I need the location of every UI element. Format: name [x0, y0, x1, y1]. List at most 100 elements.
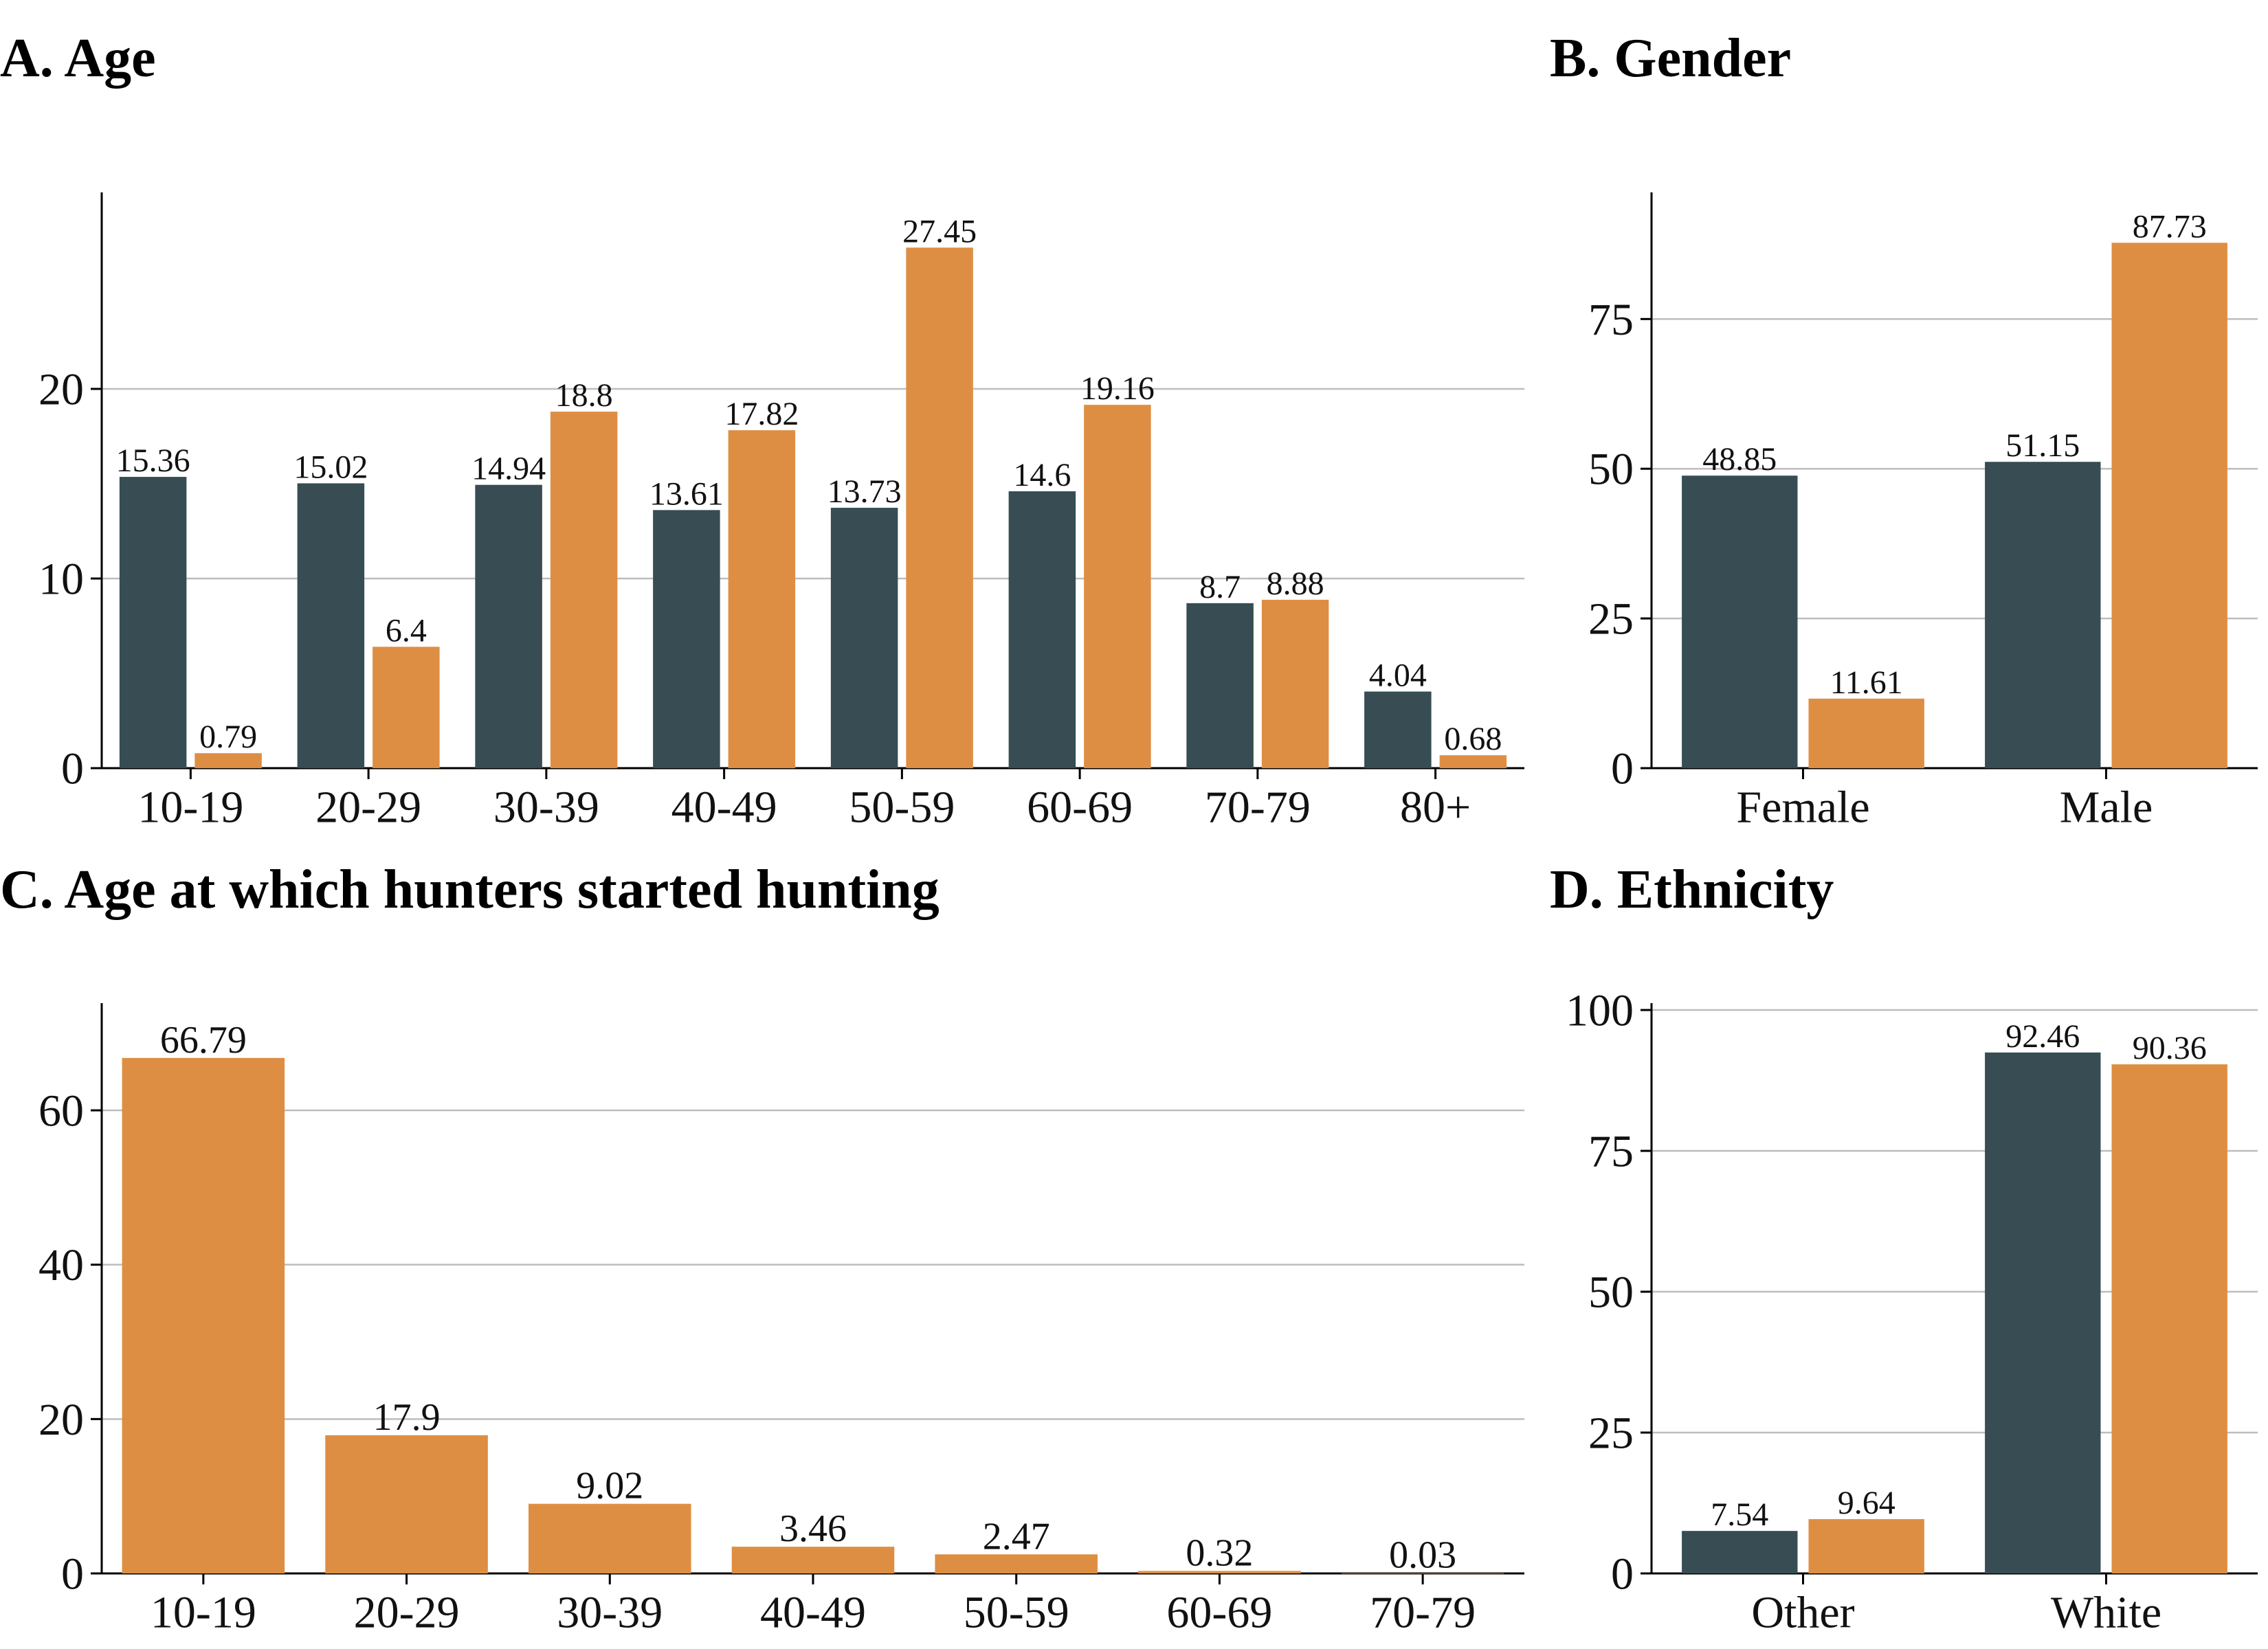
x-tick-label: 70-79 [1205, 783, 1311, 833]
bar [1138, 1571, 1301, 1573]
x-tick-label: Female [1736, 783, 1869, 833]
bar [1439, 755, 1507, 768]
panel-title-started: C. Age at which hunters started hunting [0, 860, 940, 920]
chart-age: 0 10 20 10-19 15.36 0.79 20-29 15.02 6.4 30-39 14.… [38, 192, 1524, 833]
y-tick-label: 40 [38, 1240, 84, 1290]
panel-gender: B. Gender 0 25 50 75 Female 48.85 11.61 Male 51.… [1550, 27, 2268, 838]
data-label: 0.79 [199, 719, 257, 755]
data-label: 9.02 [576, 1465, 643, 1507]
bar [475, 484, 542, 768]
bar [1261, 599, 1329, 768]
bar [906, 247, 973, 768]
bar [1341, 1573, 1504, 1574]
bar [1364, 691, 1432, 768]
bar [1682, 475, 1798, 768]
data-label: 0.68 [1444, 721, 1502, 757]
data-label: 27.45 [902, 213, 977, 249]
bar [297, 483, 365, 768]
data-label: 18.8 [555, 377, 613, 414]
x-tick-label: 50-59 [964, 1588, 1069, 1638]
panel-ethnicity: D. Ethnicity 0 25 50 75 100 Other 7.54 9.64 Whit… [1550, 859, 2268, 1649]
x-tick-label: Male [2060, 783, 2153, 833]
y-tick-label: 25 [1588, 1408, 1634, 1458]
data-label: 9.64 [1838, 1485, 1895, 1521]
data-label: 8.7 [1199, 569, 1241, 605]
data-label: 17.9 [373, 1396, 441, 1439]
data-label: 4.04 [1369, 657, 1427, 693]
chart-started: 0 20 40 60 10-19 66.79 20-29 17.9 30-39 9.02 40-49… [38, 1003, 1524, 1638]
y-tick-label: 75 [1588, 1126, 1634, 1176]
y-tick-label: 50 [1588, 1267, 1634, 1317]
y-tick-label: 100 [1566, 985, 1634, 1035]
x-tick-label: 60-69 [1166, 1588, 1272, 1638]
bar [731, 1547, 895, 1573]
x-tick-label: 20-29 [315, 783, 421, 833]
data-label: 90.36 [2133, 1030, 2207, 1066]
y-tick-label: 0 [1611, 743, 1634, 794]
data-label: 15.36 [116, 442, 190, 479]
x-tick-label: 80+ [1400, 783, 1471, 833]
data-label: 87.73 [2133, 208, 2207, 245]
y-tick-label: 20 [38, 364, 84, 414]
bar [935, 1554, 1098, 1573]
x-tick-label: Other [1751, 1588, 1854, 1638]
data-label: 6.4 [386, 612, 427, 649]
data-label: 19.16 [1080, 370, 1155, 407]
bar [653, 510, 720, 768]
bar [1808, 698, 1924, 768]
x-tick-label: White [2051, 1588, 2161, 1638]
bar [550, 412, 618, 768]
y-tick-label: 0 [61, 743, 84, 794]
data-label: 2.47 [983, 1515, 1050, 1558]
data-label: 48.85 [1702, 441, 1777, 478]
data-label: 8.88 [1267, 565, 1324, 602]
x-tick-label: 30-39 [493, 783, 599, 833]
x-tick-label: 40-49 [760, 1588, 866, 1638]
bar [529, 1503, 691, 1573]
x-tick-label: 60-69 [1027, 783, 1133, 833]
y-tick-label: 0 [61, 1549, 84, 1599]
data-label: 3.46 [779, 1507, 847, 1550]
data-label: 51.15 [2005, 427, 2080, 464]
bar [728, 430, 796, 768]
y-tick-label: 20 [38, 1395, 84, 1445]
data-label: 15.02 [293, 449, 368, 485]
bar [1808, 1518, 1924, 1573]
bar [1008, 491, 1076, 768]
bar [2111, 1064, 2227, 1573]
y-tick-label: 50 [1588, 445, 1634, 495]
panel-age: A. Age 0 10 20 10-19 15.36 0.79 20-29 15.02 6.4 3… [0, 27, 1533, 838]
data-label: 13.61 [649, 475, 724, 512]
bar [122, 1057, 285, 1573]
bar [373, 647, 440, 768]
data-label: 92.46 [2005, 1018, 2080, 1055]
chart-gender: 0 25 50 75 Female 48.85 11.61 Male 51.15 87.73 [1588, 192, 2258, 833]
x-tick-label: 40-49 [671, 783, 777, 833]
x-tick-label: 50-59 [849, 783, 955, 833]
x-tick-label: 70-79 [1370, 1588, 1476, 1638]
bar [1682, 1531, 1798, 1573]
bar [1985, 462, 2101, 768]
bar [325, 1435, 488, 1573]
bar [830, 508, 898, 768]
data-label: 13.73 [827, 473, 902, 510]
data-label: 17.82 [724, 396, 799, 432]
x-tick-label: 10-19 [137, 783, 243, 833]
x-tick-label: 20-29 [354, 1588, 460, 1638]
panel-title-ethnicity: D. Ethnicity [1550, 860, 1834, 920]
x-tick-label: 10-19 [151, 1588, 256, 1638]
bar [1084, 405, 1151, 768]
chart-ethnicity: 0 25 50 75 100 Other 7.54 9.64 White 92.46 90.36 [1566, 985, 2258, 1638]
data-label: 66.79 [160, 1019, 247, 1062]
y-tick-label: 60 [38, 1086, 84, 1136]
data-label: 7.54 [1711, 1496, 1768, 1533]
panel-started: C. Age at which hunters started hunting … [0, 859, 1533, 1649]
bar [1985, 1052, 2101, 1573]
y-tick-label: 75 [1588, 295, 1634, 345]
y-tick-label: 0 [1611, 1549, 1634, 1599]
bar [2111, 243, 2227, 768]
panel-title-gender: B. Gender [1550, 28, 1792, 89]
bar [119, 477, 187, 768]
y-tick-label: 10 [38, 554, 84, 604]
data-label: 0.03 [1389, 1534, 1456, 1577]
